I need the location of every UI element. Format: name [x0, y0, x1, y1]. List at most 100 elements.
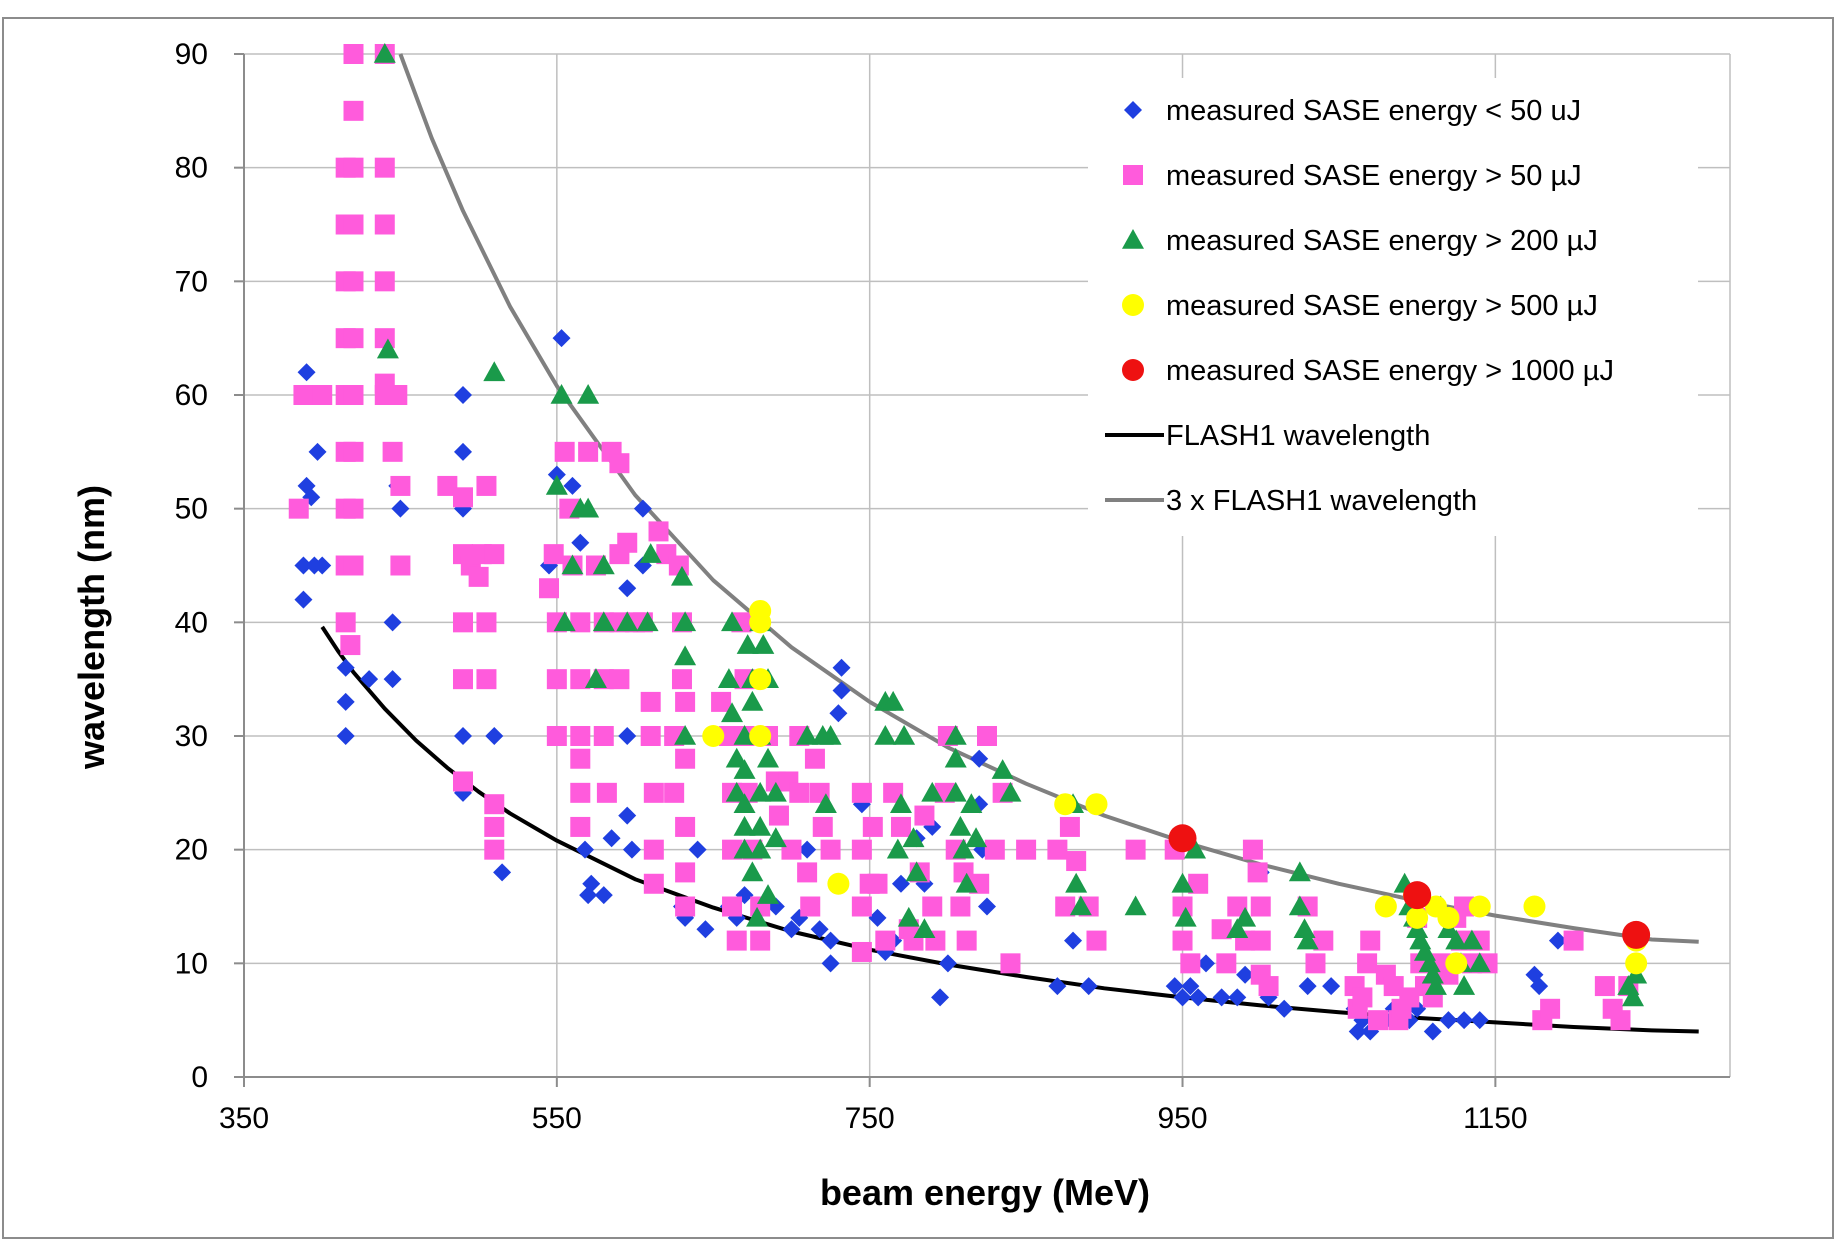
- legend: measured SASE energy < 50 uJ measured SAS…: [1088, 78, 1698, 536]
- data-point-series-1: [343, 157, 364, 178]
- data-point-series-1: [1258, 976, 1279, 997]
- data-point-series-0: [1548, 931, 1567, 950]
- data-point-series-2: [952, 838, 975, 859]
- data-points: [288, 43, 1651, 1041]
- data-point-series-2: [561, 554, 584, 575]
- data-point-series-1: [570, 748, 591, 769]
- data-point-series-1: [640, 691, 661, 712]
- data-point-series-2: [721, 611, 744, 632]
- data-point-series-0: [493, 863, 512, 882]
- data-point-series-1: [578, 441, 599, 462]
- data-point-series-0: [938, 954, 957, 973]
- data-point-series-1: [452, 612, 473, 633]
- data-point-series-0: [1079, 977, 1098, 996]
- data-point-series-2: [886, 838, 909, 859]
- data-point-series-2: [749, 815, 772, 836]
- legend-label-5: FLASH1 wavelength: [1166, 420, 1430, 452]
- data-point-series-1: [476, 612, 497, 633]
- legend-marker-2: [1122, 229, 1144, 249]
- data-point-series-0: [602, 829, 621, 848]
- data-point-series-1: [1188, 873, 1209, 894]
- y-tick-label: 40: [175, 606, 208, 639]
- data-point-series-1: [468, 566, 489, 587]
- data-point-series-0: [829, 704, 848, 723]
- y-tick-label: 90: [175, 38, 208, 71]
- data-point-series-2: [1293, 918, 1316, 939]
- data-point-series-1: [726, 930, 747, 951]
- data-point-series-3: [749, 668, 772, 691]
- data-point-series-0: [453, 386, 472, 404]
- data-point-series-2: [1460, 929, 1483, 950]
- data-point-series-1: [883, 782, 904, 803]
- data-point-series-0: [383, 670, 402, 689]
- data-point-series-2: [550, 384, 573, 404]
- data-point-series-2: [577, 384, 600, 404]
- data-point-series-2: [1445, 929, 1468, 950]
- data-point-series-0: [294, 556, 313, 575]
- data-point-series-2: [1468, 952, 1491, 973]
- data-point-series-0: [618, 727, 637, 745]
- data-point-series-0: [1181, 977, 1200, 996]
- data-point-series-2: [636, 611, 659, 632]
- legend-label-1: measured SASE energy > 50 µJ: [1166, 160, 1582, 192]
- data-point-series-1: [452, 771, 473, 792]
- data-point-series-2: [639, 543, 662, 563]
- data-point-series-2: [674, 611, 697, 632]
- data-point-series-4: [1168, 824, 1197, 853]
- x-tick-label: 350: [219, 1102, 269, 1135]
- data-point-series-2: [670, 565, 693, 586]
- data-point-series-2: [376, 338, 399, 359]
- data-point-series-0: [571, 533, 590, 552]
- data-point-series-0: [782, 920, 801, 939]
- x-tick-label: 750: [845, 1102, 895, 1135]
- data-point-series-0: [798, 840, 817, 859]
- data-point-series-1: [851, 839, 872, 860]
- data-point-series-1: [851, 782, 872, 803]
- data-point-series-2: [1421, 963, 1444, 984]
- data-point-series-1: [1610, 1010, 1631, 1031]
- data-point-series-2: [733, 793, 756, 813]
- data-point-series-2: [1065, 872, 1088, 893]
- data-point-series-2: [764, 827, 787, 848]
- y-tick-label: 80: [175, 152, 208, 185]
- data-point-series-1: [664, 782, 685, 803]
- data-point-series-0: [547, 465, 566, 484]
- data-point-series-1: [875, 930, 896, 951]
- data-point-series-3: [1085, 793, 1108, 816]
- data-point-series-3: [1406, 906, 1429, 929]
- data-point-series-1: [1216, 953, 1237, 974]
- data-point-series-1: [1000, 953, 1021, 974]
- data-point-series-1: [675, 816, 696, 837]
- data-point-series-1: [643, 782, 664, 803]
- data-point-series-0: [688, 840, 707, 859]
- data-point-series-1: [890, 816, 911, 837]
- data-point-series-1: [543, 544, 564, 565]
- data-point-series-1: [671, 669, 692, 690]
- data-point-series-0: [891, 874, 910, 893]
- data-point-series-1: [546, 726, 567, 746]
- data-point-series-1: [1055, 896, 1076, 917]
- data-point-series-1: [820, 839, 841, 860]
- data-point-series-2: [893, 725, 916, 745]
- legend-marker-3: [1122, 294, 1144, 316]
- data-point-series-1: [609, 669, 630, 690]
- data-point-series-1: [984, 839, 1005, 860]
- data-point-series-2: [944, 781, 967, 802]
- data-point-series-0: [633, 499, 652, 518]
- legend-label-3: measured SASE energy > 500 µJ: [1166, 290, 1598, 322]
- data-point-series-0: [832, 681, 851, 700]
- data-point-series-1: [374, 214, 395, 235]
- data-point-series-1: [851, 896, 872, 917]
- data-point-series-2: [725, 781, 748, 802]
- data-point-series-0: [1212, 988, 1231, 1007]
- data-point-series-1: [914, 805, 935, 826]
- data-point-series-0: [453, 727, 472, 745]
- data-point-series-0: [1298, 977, 1317, 996]
- data-point-series-1: [390, 475, 411, 496]
- data-point-series-1: [789, 782, 810, 803]
- data-point-series-2: [757, 884, 780, 904]
- data-point-series-0: [360, 670, 379, 689]
- data-point-series-1: [1250, 930, 1271, 951]
- data-point-series-0: [1228, 988, 1247, 1007]
